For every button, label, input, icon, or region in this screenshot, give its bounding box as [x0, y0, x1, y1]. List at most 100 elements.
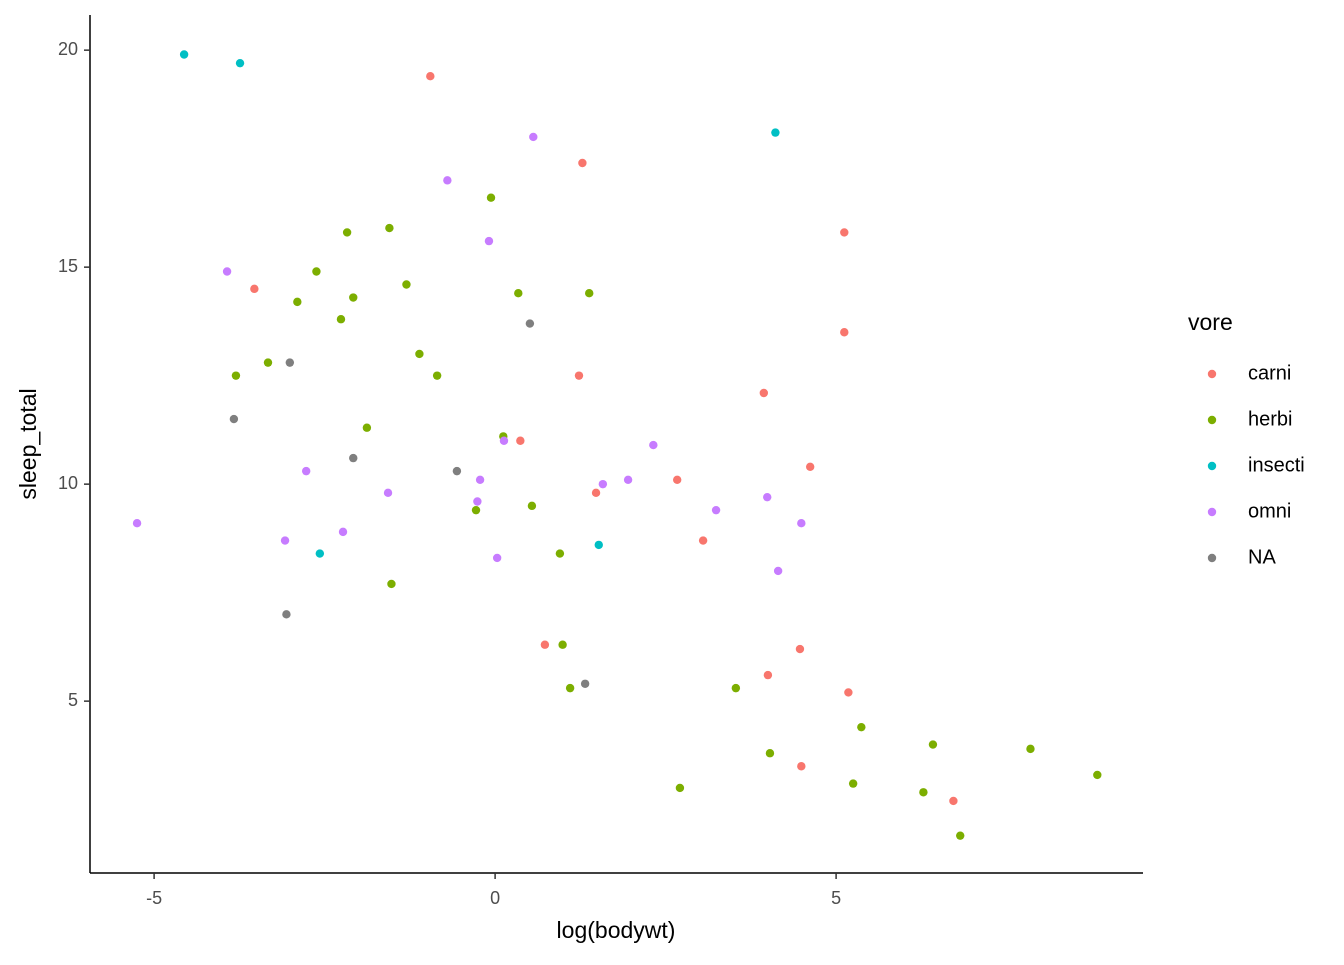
point: [385, 223, 394, 233]
point: [452, 466, 462, 476]
point: [555, 549, 565, 558]
point: [301, 466, 311, 476]
point: [525, 319, 535, 328]
point: [349, 293, 358, 302]
point: [342, 228, 352, 237]
point: [312, 267, 321, 276]
point: [574, 371, 584, 380]
point: [492, 553, 502, 563]
x-tick-label: 0: [490, 888, 500, 908]
point: [565, 683, 575, 693]
point: [471, 505, 481, 515]
point: [484, 236, 494, 246]
point: [698, 536, 708, 545]
point: [585, 288, 594, 298]
point: [282, 610, 291, 619]
point: [763, 670, 773, 680]
point: [773, 566, 783, 576]
y-tick-label: 5: [68, 690, 78, 710]
point: [763, 492, 772, 502]
point: [844, 688, 853, 697]
point: [499, 436, 509, 445]
y-tick-label: 10: [58, 473, 78, 493]
point: [338, 527, 348, 537]
legend-label: insecti: [1248, 454, 1305, 476]
legend-swatch: [1207, 415, 1217, 425]
point: [765, 749, 775, 758]
legend-title: vore: [1188, 309, 1233, 335]
point: [315, 549, 325, 558]
legend-swatch: [1207, 369, 1217, 379]
point: [293, 297, 302, 307]
x-tick-label: -5: [146, 888, 162, 908]
point: [797, 762, 806, 771]
point: [527, 501, 537, 511]
legend-label: NA: [1248, 546, 1276, 568]
point: [598, 479, 608, 489]
point: [426, 71, 435, 81]
point: [486, 193, 496, 202]
point: [415, 349, 424, 359]
y-tick-label: 20: [58, 39, 78, 59]
point: [1093, 770, 1102, 780]
point: [362, 423, 372, 432]
point: [235, 58, 245, 68]
point: [475, 475, 485, 485]
point: [797, 519, 806, 528]
point: [840, 328, 849, 337]
point: [514, 288, 523, 298]
point: [857, 722, 866, 732]
point: [387, 579, 396, 589]
point: [540, 640, 550, 649]
point: [840, 228, 849, 237]
point: [285, 358, 295, 367]
point: [231, 371, 241, 380]
point: [516, 436, 525, 445]
legend-label: omni: [1248, 500, 1291, 522]
point: [675, 783, 685, 793]
point: [229, 414, 239, 424]
point: [949, 796, 958, 806]
point: [132, 519, 142, 528]
point: [956, 831, 965, 840]
y-tick-label: 15: [58, 256, 78, 276]
x-tick-label: 5: [831, 888, 841, 908]
legend-label: herbi: [1248, 408, 1292, 430]
point: [443, 176, 452, 185]
point: [280, 536, 290, 545]
point: [795, 644, 805, 654]
point: [383, 488, 393, 498]
point: [179, 50, 189, 59]
point: [402, 280, 411, 289]
point: [759, 388, 769, 398]
point: [928, 740, 938, 749]
point: [594, 540, 603, 550]
point: [263, 358, 273, 367]
point: [711, 505, 721, 515]
point: [731, 683, 741, 693]
point: [473, 497, 482, 506]
point: [919, 788, 928, 797]
point: [649, 440, 658, 450]
legend-swatch: [1207, 507, 1217, 517]
legend-swatch: [1207, 461, 1217, 471]
point: [529, 132, 538, 142]
y-axis-title: sleep_total: [15, 388, 41, 499]
point: [578, 158, 587, 168]
point: [349, 453, 358, 463]
legend-swatch: [1207, 553, 1217, 563]
point: [591, 488, 601, 498]
legend-label: carni: [1248, 362, 1291, 384]
point: [250, 284, 259, 294]
point: [432, 371, 442, 380]
point: [222, 267, 232, 276]
point: [848, 779, 858, 788]
x-axis-title: log(bodywt): [557, 917, 676, 943]
point: [580, 679, 590, 688]
point: [805, 462, 815, 471]
point: [1026, 744, 1035, 754]
point: [558, 640, 567, 649]
point: [336, 315, 346, 324]
